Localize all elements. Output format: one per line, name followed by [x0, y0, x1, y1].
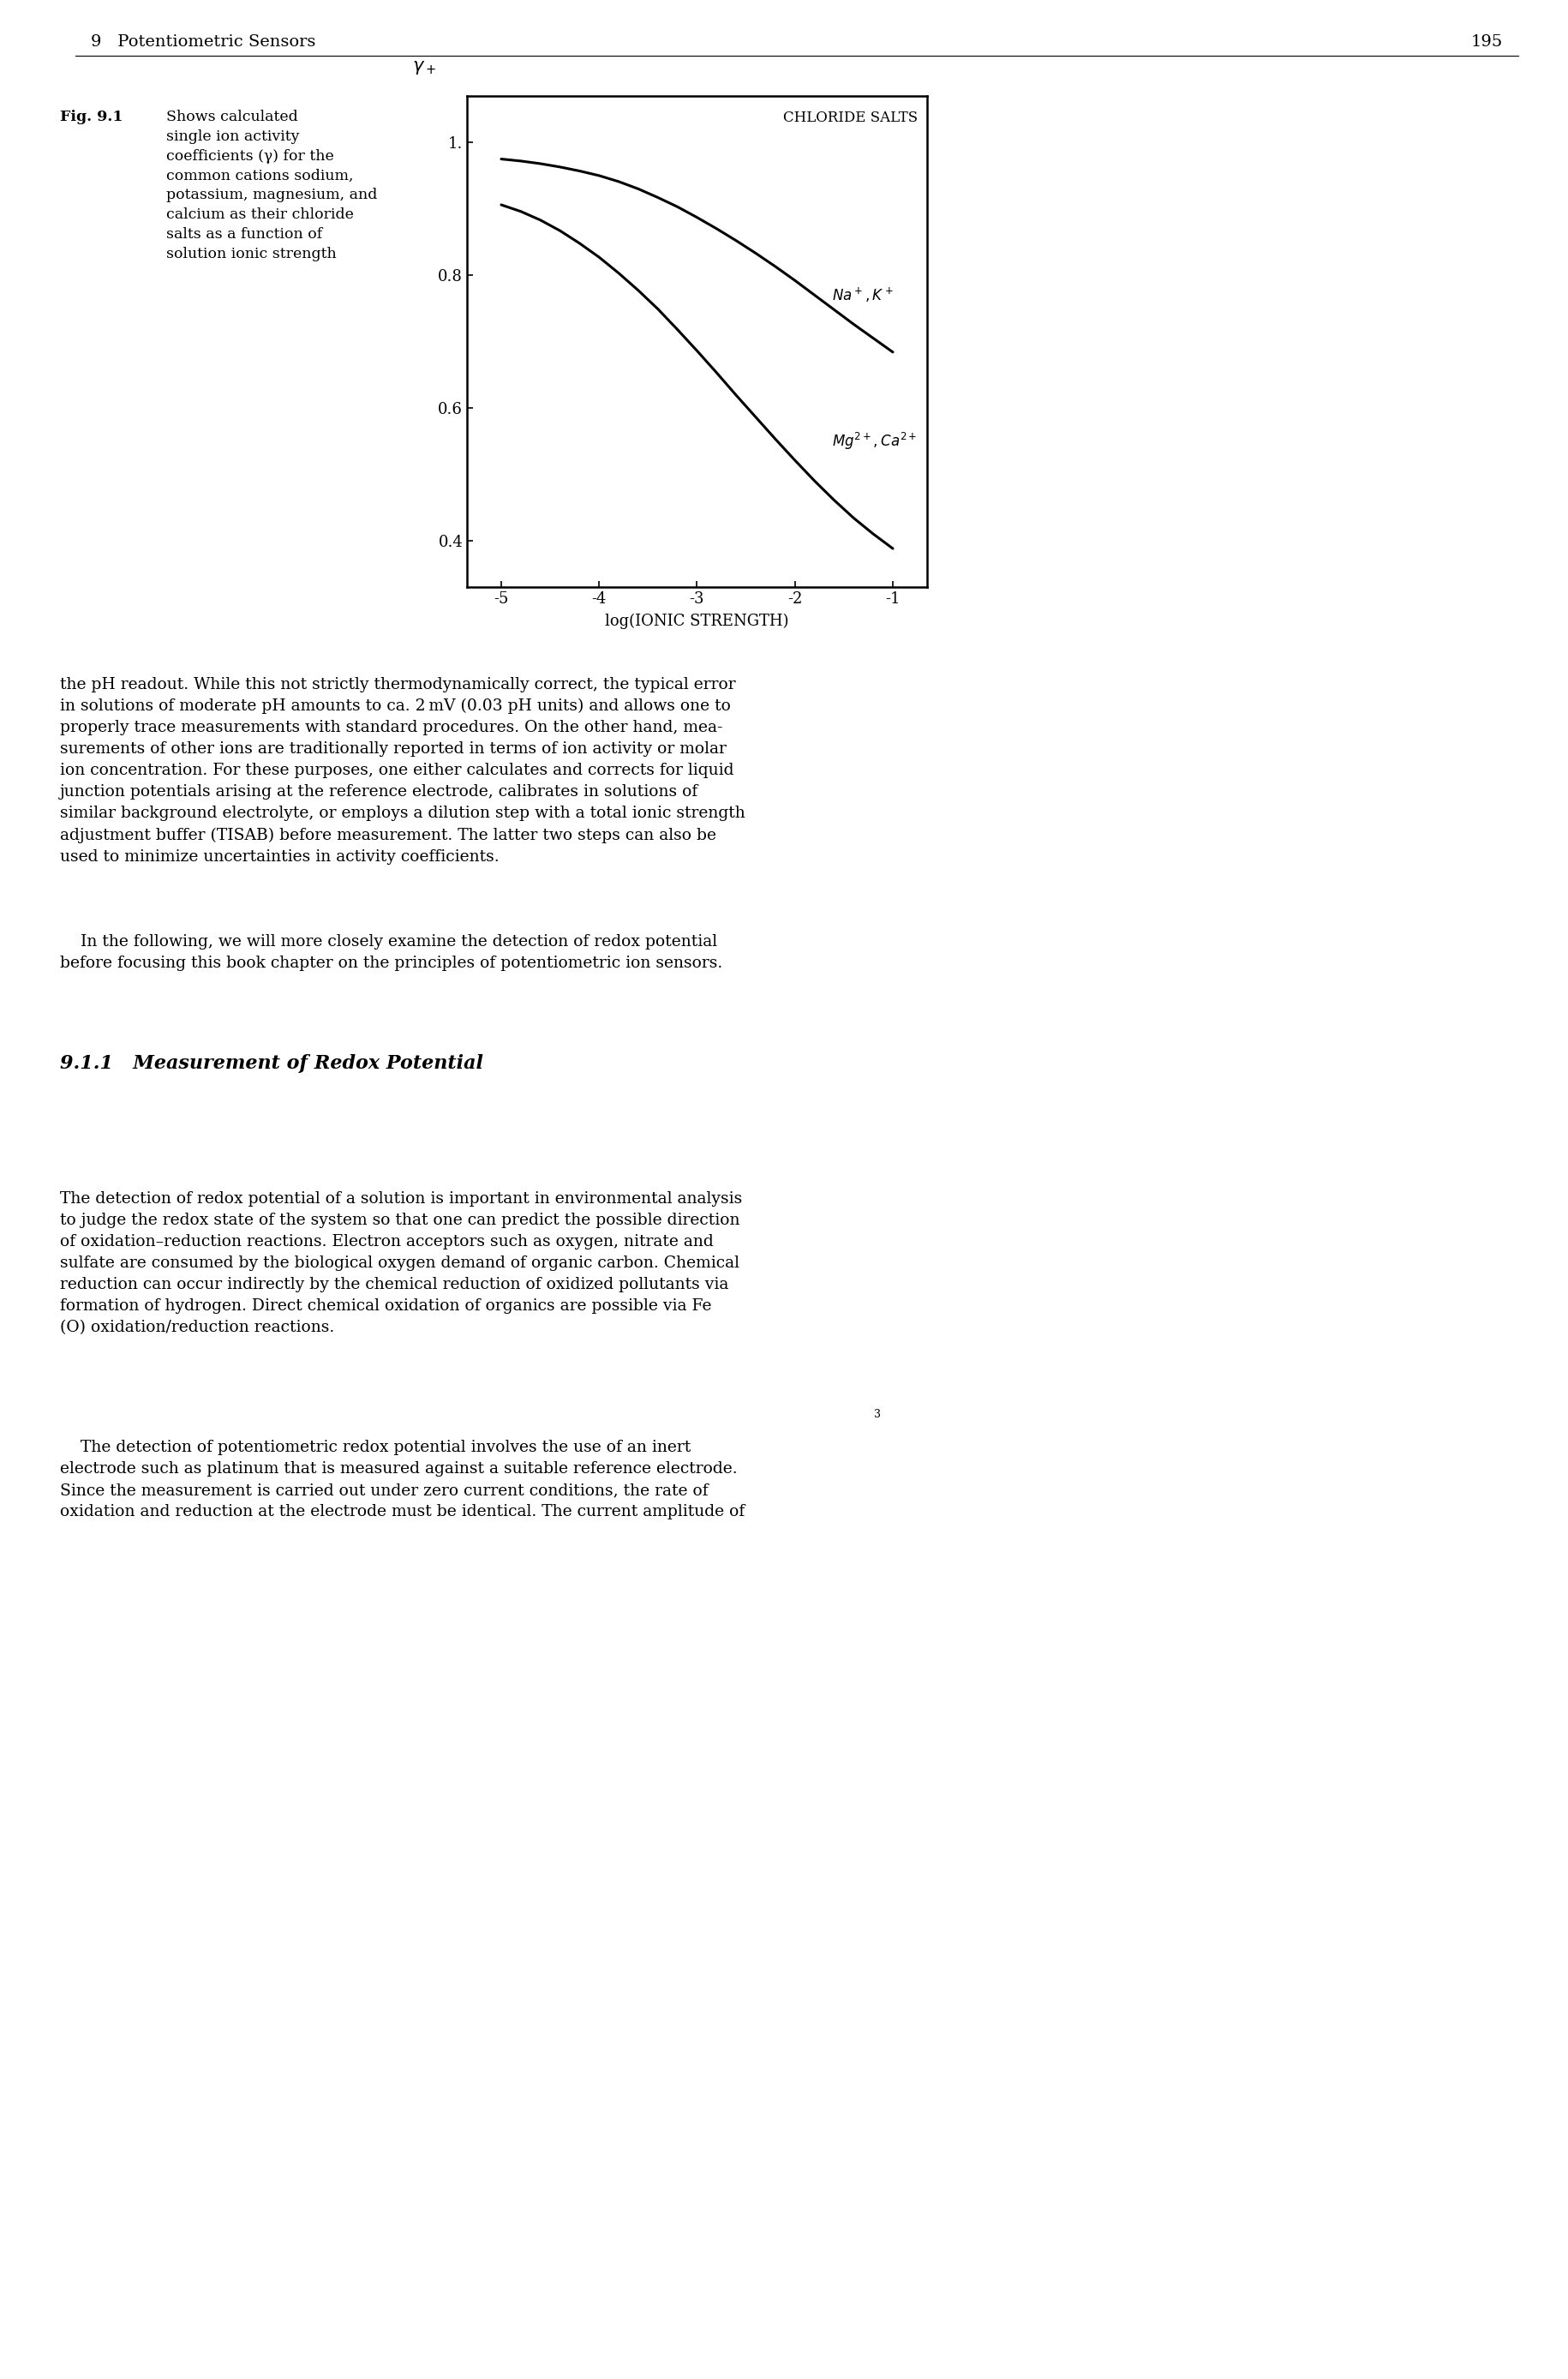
X-axis label: log(IONIC STRENGTH): log(IONIC STRENGTH) — [605, 614, 789, 630]
Text: In the following, we will more closely examine the detection of redox potential
: In the following, we will more closely e… — [60, 935, 721, 971]
Text: 195: 195 — [1471, 33, 1502, 50]
Text: 9.1.1   Measurement of Redox Potential: 9.1.1 Measurement of Redox Potential — [60, 1054, 483, 1073]
Text: $Na^+, K^+$: $Na^+, K^+$ — [831, 285, 894, 305]
Text: Shows calculated
single ion activity
coefficients (γ) for the
common cations sod: Shows calculated single ion activity coe… — [166, 109, 378, 262]
Text: The detection of potentiometric redox potential involves the use of an inert
ele: The detection of potentiometric redox po… — [60, 1439, 745, 1520]
Text: CHLORIDE SALTS: CHLORIDE SALTS — [782, 112, 917, 126]
Text: Fig. 9.1: Fig. 9.1 — [60, 109, 122, 124]
Text: the pH readout. While this not strictly thermodynamically correct, the typical e: the pH readout. While this not strictly … — [60, 678, 745, 864]
Text: $\gamma_+$: $\gamma_+$ — [411, 59, 436, 76]
Text: 9   Potentiometric Sensors: 9 Potentiometric Sensors — [91, 33, 315, 50]
Text: $Mg^{2+}, Ca^{2+}$: $Mg^{2+}, Ca^{2+}$ — [831, 431, 917, 452]
Text: The detection of redox potential of a solution is important in environmental ana: The detection of redox potential of a so… — [60, 1192, 742, 1335]
Text: 3: 3 — [873, 1408, 880, 1420]
